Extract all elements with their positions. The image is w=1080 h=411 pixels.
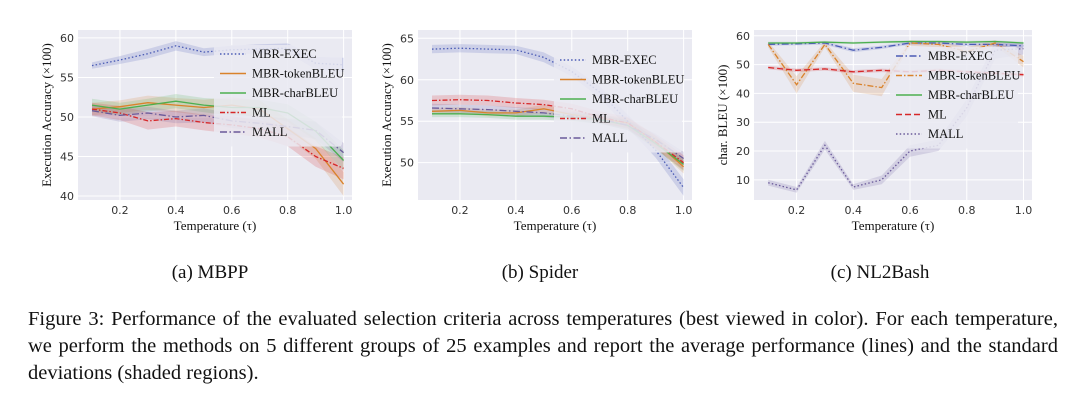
y-tick-label: 30 [736, 116, 750, 129]
y-tick-label: 50 [60, 111, 74, 124]
y-axis-title: Execution Accuracy (×100) [379, 43, 394, 187]
y-tick-label: 55 [60, 71, 74, 84]
chart-svg-mbpp: 0.2 0.4 0.6 0.8 1.0 40 45 50 55 60 Temperature (τ)… [39, 30, 353, 233]
legend-label: MBR-charBLEU [592, 92, 678, 106]
subcaption-mbpp: (a) MBPP [171, 262, 249, 283]
chart-nl2bash: 0.2 0.4 0.6 0.8 1.0 10 20 30 40 50 60 Temperature (… [710, 0, 1050, 250]
legend-label: ML [252, 106, 271, 120]
chart-svg-nl2bash: 0.2 0.4 0.6 0.8 1.0 10 20 30 40 50 60 Temperature (… [715, 30, 1032, 233]
x-tick-label: 0.4 [507, 204, 525, 217]
std-band [768, 41, 1024, 193]
std-band [92, 102, 344, 180]
legend-label: MALL [592, 131, 627, 145]
series-line [768, 40, 1024, 44]
legend-label: MALL [252, 125, 287, 139]
legend: MBR-EXEC MBR-tokenBLEU MBR-charBLEU ML MALL [214, 45, 344, 147]
legend-label: MBR-tokenBLEU [252, 67, 344, 81]
x-tick-label: 0.6 [563, 204, 581, 217]
legend-label: MBR-charBLEU [252, 86, 338, 100]
legend-box [890, 47, 1018, 149]
y-axis-title: Execution Accuracy (×100) [39, 43, 54, 187]
y-tick-label: 50 [400, 157, 414, 170]
chart-svg-spider: 0.2 0.4 0.6 0.8 1.0 50 55 60 65 Temperature (τ) Ex… [379, 30, 693, 233]
y-axis-title: char. BLEU (×100) [715, 65, 730, 166]
x-tick-label: 0.2 [788, 204, 806, 217]
x-axis-title: Temperature (τ) [852, 218, 935, 233]
x-tick-label: 0.8 [958, 204, 976, 217]
legend: MBR-EXEC MBR-tokenBLEU MBR-charBLEU ML MALL [890, 47, 1020, 149]
series-line [768, 42, 1024, 51]
x-tick-label: 0.8 [619, 204, 637, 217]
legend-label: MBR-charBLEU [928, 88, 1014, 102]
y-tick-label: 65 [400, 32, 414, 45]
figure-caption: Figure 3: Performance of the evaluated s… [28, 308, 1058, 384]
chart-spider: 0.2 0.4 0.6 0.8 1.0 50 55 60 65 Temperature (τ) Ex… [370, 0, 700, 250]
legend-label: ML [928, 108, 947, 122]
x-tick-label: 1.0 [675, 204, 693, 217]
y-tick-label: 60 [60, 32, 74, 45]
y-tick-label: 60 [400, 74, 414, 87]
y-tick-label: 60 [736, 30, 750, 43]
subcaption-spider: (b) Spider [501, 262, 579, 283]
legend: MBR-EXEC MBR-tokenBLEU MBR-charBLEU ML MALL [554, 51, 684, 153]
y-tick-label: 40 [736, 87, 750, 100]
y-tick-label: 40 [60, 190, 74, 203]
legend-box [214, 45, 342, 147]
x-tick-label: 0.2 [451, 204, 469, 217]
subcaption-nl2bash: (c) NL2Bash [830, 262, 930, 283]
legend-label: MBR-EXEC [252, 47, 317, 61]
legend-label: MALL [928, 127, 963, 141]
x-tick-label: 0.4 [167, 204, 185, 217]
series-line [768, 48, 1024, 191]
legend-label: MBR-EXEC [592, 53, 657, 67]
x-tick-label: 0.8 [279, 204, 297, 217]
legend-label: MBR-tokenBLEU [928, 69, 1020, 83]
y-tick-label: 20 [736, 145, 750, 158]
y-tick-label: 10 [736, 174, 750, 187]
x-tick-label: 0.6 [223, 204, 241, 217]
x-tick-label: 0.4 [845, 204, 863, 217]
x-axis-title: Temperature (τ) [514, 218, 597, 233]
y-tick-label: 45 [60, 151, 74, 164]
y-tick-label: 55 [400, 115, 414, 128]
x-tick-label: 0.6 [901, 204, 919, 217]
legend-label: MBR-tokenBLEU [592, 73, 684, 87]
legend-label: MBR-EXEC [928, 49, 993, 63]
x-tick-label: 0.2 [111, 204, 129, 217]
x-axis-title: Temperature (τ) [174, 218, 257, 233]
series-line [431, 47, 685, 188]
legend-label: ML [592, 112, 611, 126]
legend-box [554, 51, 682, 153]
y-tick-label: 50 [736, 59, 750, 72]
chart-mbpp: 0.2 0.4 0.6 0.8 1.0 40 45 50 55 60 Temperature (τ)… [30, 0, 360, 250]
x-tick-label: 1.0 [335, 204, 353, 217]
x-tick-label: 1.0 [1015, 204, 1032, 217]
